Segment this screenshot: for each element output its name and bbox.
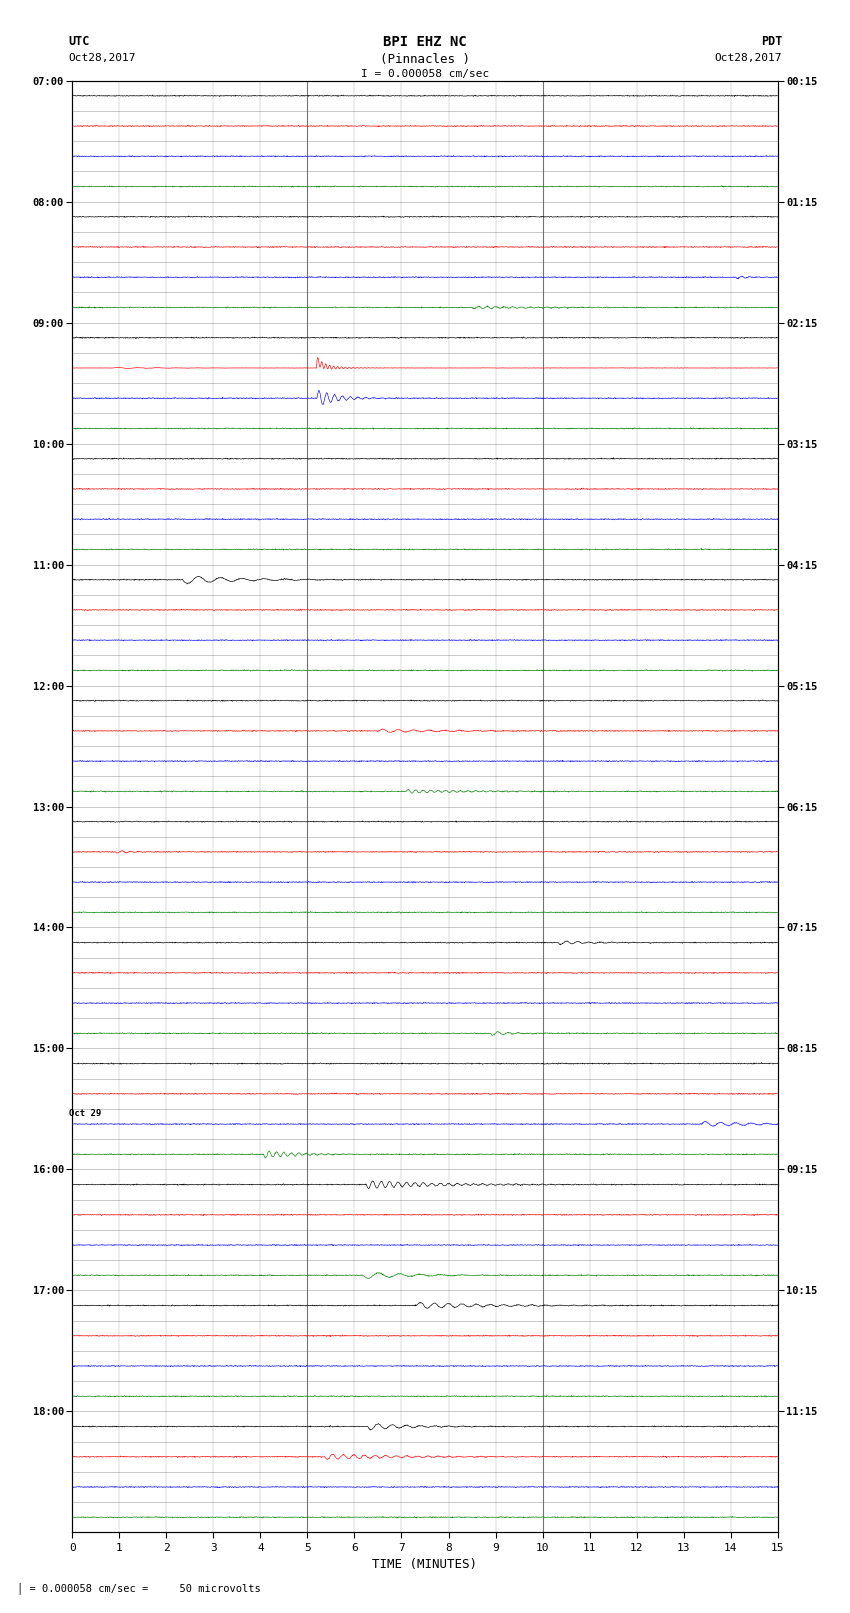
- Text: BPI EHZ NC: BPI EHZ NC: [383, 35, 467, 50]
- Text: PDT: PDT: [761, 35, 782, 48]
- Text: Oct28,2017: Oct28,2017: [715, 53, 782, 63]
- Text: │ = 0.000058 cm/sec =     50 microvolts: │ = 0.000058 cm/sec = 50 microvolts: [17, 1582, 261, 1594]
- Text: UTC: UTC: [68, 35, 89, 48]
- Text: I = 0.000058 cm/sec: I = 0.000058 cm/sec: [361, 69, 489, 79]
- Text: (Pinnacles ): (Pinnacles ): [380, 53, 470, 66]
- Text: Oct 29: Oct 29: [69, 1110, 101, 1118]
- X-axis label: TIME (MINUTES): TIME (MINUTES): [372, 1558, 478, 1571]
- Text: Oct28,2017: Oct28,2017: [68, 53, 135, 63]
